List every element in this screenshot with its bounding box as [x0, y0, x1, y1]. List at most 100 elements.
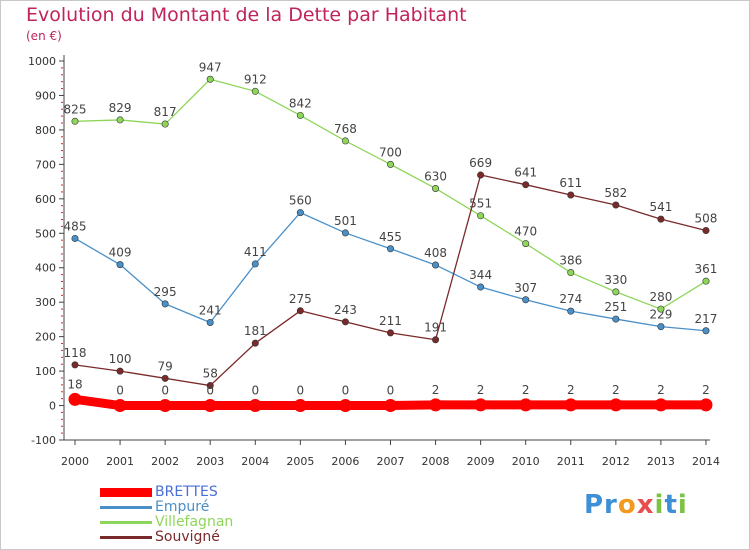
data-label: 768	[334, 122, 357, 136]
series-villefagnan: 825 829 817 947 912 842 768 700 630 551 470 386 330 2…	[64, 60, 717, 313]
y-tick-label: 500	[35, 227, 56, 240]
y-tick-label: 400	[35, 262, 56, 275]
data-point	[522, 296, 530, 304]
data-label: 79	[157, 359, 172, 373]
data-point	[477, 212, 485, 220]
data-point	[567, 269, 575, 277]
data-label: 817	[154, 105, 177, 119]
data-point	[158, 399, 172, 413]
data-point	[251, 87, 259, 95]
data-point	[386, 160, 394, 168]
chart-subtitle: (en €)	[26, 29, 62, 43]
logo-text-o: o	[617, 490, 637, 520]
data-point	[567, 307, 575, 315]
data-label: 825	[64, 102, 87, 116]
y-tick-label: -100	[31, 434, 56, 447]
data-point	[203, 399, 217, 413]
data-point	[296, 209, 304, 217]
data-point	[522, 181, 530, 189]
series-brettes: 18 0 0 0 0 0 0 0 2 2 2 2 2 2 2	[67, 377, 713, 413]
data-point	[296, 111, 304, 119]
data-point	[293, 399, 307, 413]
data-point	[338, 399, 352, 413]
chart-legend: BRETTES Empuré Villefagnan Souvigné	[100, 484, 300, 545]
x-tick-label: 2005	[286, 455, 314, 468]
data-label: 181	[244, 324, 267, 338]
data-point	[654, 398, 668, 412]
logo-text-pr: Pr	[584, 490, 618, 520]
x-tick-label: 2008	[422, 455, 450, 468]
y-tick-label: 200	[35, 331, 56, 344]
x-tick-label: 2004	[241, 455, 269, 468]
data-label: 947	[199, 60, 222, 74]
x-tick-label: 2012	[602, 455, 630, 468]
y-tick-label: 300	[35, 296, 56, 309]
legend-swatch	[100, 536, 152, 539]
data-label: 386	[559, 254, 582, 268]
data-label: 118	[64, 346, 87, 360]
data-label: 280	[649, 290, 672, 304]
data-point	[116, 261, 124, 269]
data-point	[432, 261, 440, 269]
legend-item: BRETTES	[100, 484, 300, 500]
data-point	[386, 245, 394, 253]
data-point	[657, 305, 665, 313]
data-label: 630	[424, 169, 447, 183]
data-point	[341, 137, 349, 145]
data-label: 912	[244, 72, 267, 86]
legend-label: Souvigné	[155, 529, 220, 545]
data-label: 611	[559, 176, 582, 190]
data-label: 211	[379, 314, 402, 328]
legend-label: Empuré	[155, 499, 210, 515]
data-label: 251	[604, 300, 627, 314]
y-tick-label: 600	[35, 193, 56, 206]
logo-text-i2: i	[677, 490, 688, 520]
data-label: 0	[387, 384, 395, 398]
data-point	[522, 240, 530, 248]
data-label: 0	[116, 384, 124, 398]
data-point	[702, 227, 710, 235]
legend-label: Villefagnan	[155, 514, 234, 530]
x-tick-label: 2011	[557, 455, 585, 468]
data-point	[113, 399, 127, 413]
legend-swatch	[100, 488, 152, 497]
data-label: 560	[289, 194, 312, 208]
series-souvigné: 118 100 79 58 181 275 243 211 191 669 641 611 582 541…	[64, 156, 718, 390]
data-point	[206, 75, 214, 83]
x-tick-label: 2006	[331, 455, 359, 468]
data-point	[116, 116, 124, 124]
y-tick-label: 1000	[28, 55, 56, 68]
x-tick-label: 2001	[106, 455, 134, 468]
data-label: 275	[289, 292, 312, 306]
data-point	[251, 260, 259, 268]
data-label: 541	[649, 200, 672, 214]
data-label: 2	[432, 383, 440, 397]
data-label: 191	[424, 321, 447, 335]
data-point	[251, 339, 259, 347]
data-label: 641	[514, 166, 537, 180]
data-point	[432, 336, 440, 344]
data-point	[116, 367, 124, 375]
x-tick-label: 2010	[512, 455, 540, 468]
data-point	[657, 215, 665, 223]
data-point	[161, 300, 169, 308]
data-label: 551	[469, 197, 492, 211]
data-point	[206, 319, 214, 327]
data-point	[657, 323, 665, 331]
data-label: 508	[695, 212, 718, 226]
data-point	[386, 329, 394, 337]
data-label: 669	[469, 156, 492, 170]
data-label: 100	[109, 352, 132, 366]
data-point	[612, 315, 620, 323]
data-point	[383, 399, 397, 413]
data-point	[71, 234, 79, 242]
data-point	[612, 201, 620, 209]
chart-title: Evolution du Montant de la Dette par Hab…	[26, 4, 467, 26]
data-point	[702, 277, 710, 285]
data-label: 829	[109, 101, 132, 115]
logo-text-i1: i	[654, 490, 665, 520]
data-label: 700	[379, 145, 402, 159]
data-point	[161, 374, 169, 382]
data-point	[71, 117, 79, 125]
